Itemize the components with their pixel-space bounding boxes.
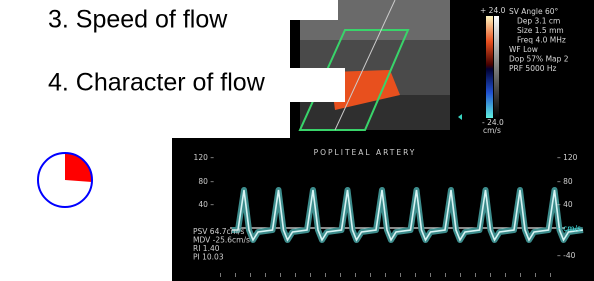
gray-scale-bar	[494, 16, 499, 118]
setting-label: PRF 5000 Hz	[509, 64, 557, 73]
right-axis-label: – 40	[557, 200, 573, 209]
setting-label: SV Angle 60°	[509, 7, 559, 16]
left-axis-label: 120 –	[194, 153, 215, 162]
color-scale-bar	[486, 16, 493, 118]
bullet-text: 3. Speed of flow	[48, 6, 228, 34]
spectrum-title: POPLITEAL ARTERY	[314, 148, 417, 157]
scale-top-label: + 24.0	[480, 6, 506, 15]
setting-label: Size 1.5 mm	[517, 26, 564, 35]
scale-unit-label: cm/s	[483, 126, 501, 135]
right-axis-label: – cm/s	[557, 224, 581, 233]
left-axis-label: 40 –	[198, 200, 214, 209]
measurement-label: PI 10.03	[193, 253, 224, 262]
slide: 3. Speed of flow 4. Character of flow + …	[0, 0, 594, 281]
right-axis-label: – -40	[557, 251, 576, 260]
bullet-text: 4. Character of flow	[48, 69, 266, 97]
setting-label: WF Low	[509, 45, 538, 54]
left-axis-label: 80 –	[198, 177, 214, 186]
setting-label: Dep 3.1 cm	[517, 17, 560, 26]
setting-label: Dop 57% Map 2	[509, 55, 569, 64]
right-axis-label: – 80	[557, 177, 573, 186]
right-axis-label: – 120	[557, 153, 578, 162]
setting-label: Freq 4.0 MHz	[517, 36, 566, 45]
